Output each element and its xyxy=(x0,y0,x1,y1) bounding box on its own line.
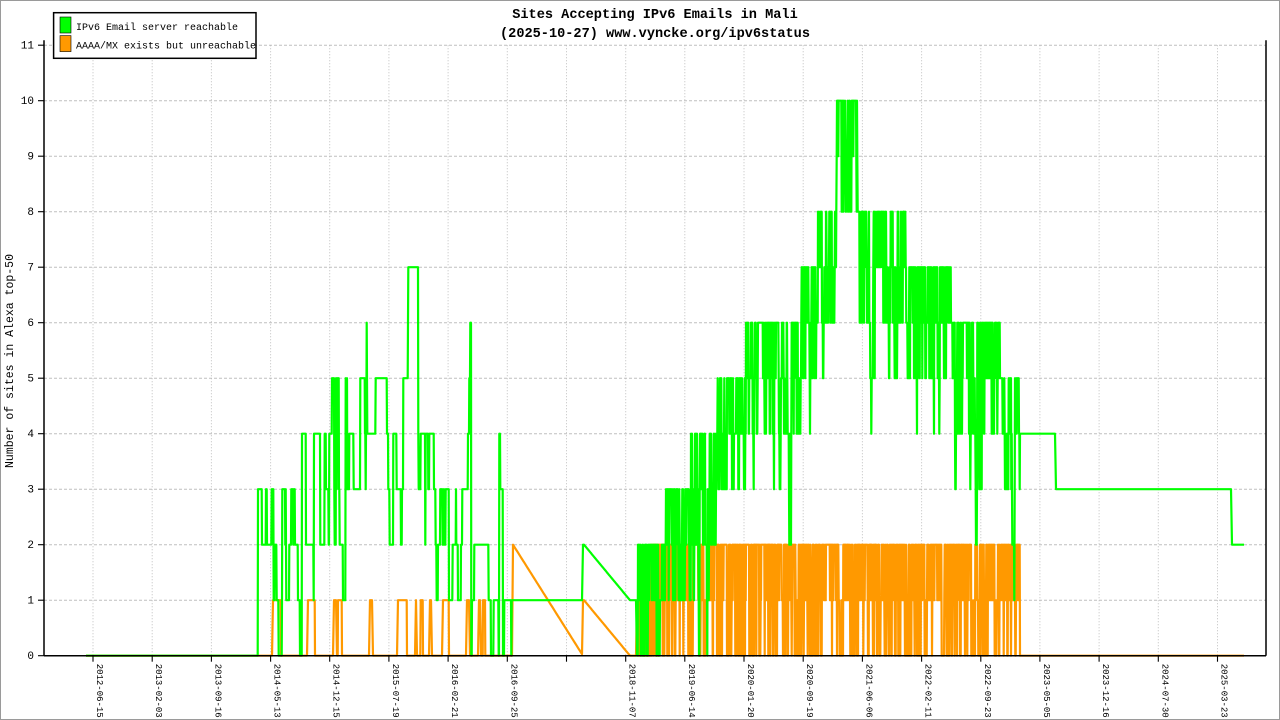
svg-text:2022-02-11: 2022-02-11 xyxy=(923,664,933,718)
svg-text:9: 9 xyxy=(27,152,34,164)
svg-text:1: 1 xyxy=(27,596,34,608)
svg-text:2021-06-06: 2021-06-06 xyxy=(863,664,873,718)
svg-text:10: 10 xyxy=(21,96,34,108)
svg-text:11: 11 xyxy=(21,41,35,53)
svg-text:2013-09-16: 2013-09-16 xyxy=(212,664,222,718)
svg-text:3: 3 xyxy=(27,485,34,497)
svg-text:2023-12-16: 2023-12-16 xyxy=(1100,664,1110,718)
svg-text:6: 6 xyxy=(27,318,34,330)
svg-text:2013-02-03: 2013-02-03 xyxy=(153,664,163,718)
svg-text:2019-06-14: 2019-06-14 xyxy=(686,664,696,718)
svg-text:2022-09-23: 2022-09-23 xyxy=(982,664,992,718)
svg-text:Number of sites in Alexa top-5: Number of sites in Alexa top-50 xyxy=(4,254,17,468)
svg-text:5: 5 xyxy=(27,374,34,386)
svg-text:Sites Accepting IPv6 Emails in: Sites Accepting IPv6 Emails in Mali xyxy=(512,8,798,23)
svg-text:(2025-10-27) www.vyncke.org/ip: (2025-10-27) www.vyncke.org/ipv6status xyxy=(500,27,810,42)
svg-text:2025-03-23: 2025-03-23 xyxy=(1219,664,1229,718)
svg-text:2012-06-15: 2012-06-15 xyxy=(94,664,104,718)
svg-text:7: 7 xyxy=(27,263,34,275)
svg-text:2023-05-05: 2023-05-05 xyxy=(1041,664,1051,718)
svg-text:0: 0 xyxy=(27,651,34,663)
svg-text:IPv6 Email server reachable: IPv6 Email server reachable xyxy=(76,22,238,34)
svg-text:2024-07-30: 2024-07-30 xyxy=(1159,664,1169,718)
svg-text:4: 4 xyxy=(27,429,34,441)
svg-text:2016-09-25: 2016-09-25 xyxy=(508,664,518,718)
svg-text:2016-02-21: 2016-02-21 xyxy=(449,664,459,718)
svg-text:2020-09-19: 2020-09-19 xyxy=(804,664,814,718)
svg-text:AAAA/MX exists but unreachable: AAAA/MX exists but unreachable xyxy=(76,41,256,53)
svg-text:2014-05-13: 2014-05-13 xyxy=(272,664,282,718)
svg-text:2014-12-15: 2014-12-15 xyxy=(331,664,341,718)
svg-text:2020-01-20: 2020-01-20 xyxy=(745,664,755,718)
svg-text:2: 2 xyxy=(27,540,34,552)
svg-text:2018-11-07: 2018-11-07 xyxy=(627,664,637,718)
svg-text:8: 8 xyxy=(27,207,34,219)
svg-text:2015-07-19: 2015-07-19 xyxy=(390,664,400,718)
